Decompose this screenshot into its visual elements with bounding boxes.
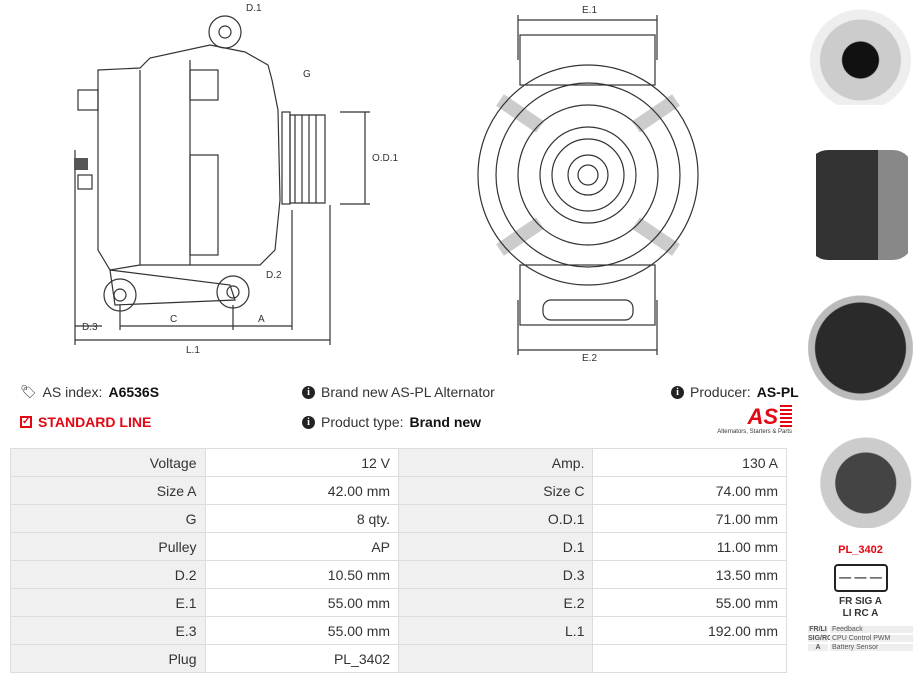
pin-description: Battery Sensor (830, 644, 913, 651)
spec-value: 13.50 mm (592, 560, 787, 589)
spec-label: L.1 (398, 616, 594, 645)
plug-legend-row: SIG/RC CPU Control PWM (808, 634, 913, 643)
spec-label: E.1 (10, 588, 206, 617)
front-view-drawing: E.1 E.2 (477, 5, 699, 364)
label-e2: E.2 (582, 353, 597, 364)
product-photo-front[interactable] (808, 5, 913, 105)
spec-label: D.3 (398, 560, 594, 589)
spec-value: 12 V (204, 448, 400, 477)
spec-label: G (10, 504, 206, 533)
description-text: Brand new AS-PL Alternator (321, 384, 495, 400)
spec-label: O.D.1 (398, 504, 594, 533)
standard-line-label: STANDARD LINE (38, 414, 152, 430)
spec-row: Size A 42.00 mm Size C 74.00 mm (10, 476, 787, 505)
producer-value: AS-PL (756, 384, 799, 400)
label-a: A (258, 314, 265, 325)
product-type-label: Product type: (321, 414, 404, 430)
spec-value (592, 644, 787, 673)
tags-icon: 🏷 (20, 384, 37, 399)
label-d2: D.2 (266, 270, 282, 281)
pin-code: FR/LI (808, 626, 828, 633)
spec-label: Pulley (10, 532, 206, 561)
producer: i Producer: AS-PL (671, 384, 799, 400)
product-photo-side[interactable] (808, 150, 913, 260)
spec-value: 192.00 mm (592, 616, 787, 645)
spec-value: 130 A (592, 448, 787, 477)
spec-value: 55.00 mm (204, 588, 400, 617)
spec-value: 42.00 mm (204, 476, 400, 505)
label-od1: O.D.1 (372, 153, 399, 164)
product-photo-angle[interactable] (808, 428, 913, 528)
as-index: 🏷 AS index: A6536S (20, 384, 159, 400)
label-c: C (170, 314, 177, 325)
spec-value: AP (204, 532, 400, 561)
spec-value: 55.00 mm (592, 588, 787, 617)
plug-legend: FR/LI Feedback SIG/RC CPU Control PWM A Batte… (808, 625, 913, 652)
info-icon: i (302, 385, 315, 399)
label-l1: L.1 (186, 345, 200, 356)
info-icon: i (302, 415, 315, 429)
pin-code: SIG/RC (808, 635, 833, 642)
plug-pins-bottom: LI RC A (842, 608, 879, 619)
label-d1: D.1 (246, 3, 262, 14)
as-index-value: A6536S (108, 384, 160, 400)
as-pl-logo: AS Alternators, Starters & Parts (716, 404, 792, 435)
side-view-drawing: D.1 G O.D.1 D.2 D.3 C A L.1 (74, 3, 399, 356)
spec-label: E.3 (10, 616, 206, 645)
spec-row: Plug PL_3402 (10, 644, 787, 673)
label-g: G (303, 69, 311, 80)
specs-table: Voltage 12 V Amp. 130 A Size A 42.00 mm Size C… (10, 448, 787, 673)
spec-value: 11.00 mm (592, 532, 787, 561)
product-type-value: Brand new (409, 414, 482, 430)
plug-legend-row: FR/LI Feedback (808, 625, 913, 634)
plug-title: PL_3402 (838, 544, 883, 556)
spec-label: E.2 (398, 588, 594, 617)
spec-row: Pulley AP D.1 11.00 mm (10, 532, 787, 561)
spec-label: Size A (10, 476, 206, 505)
spec-row: E.3 55.00 mm L.1 192.00 mm (10, 616, 787, 645)
spec-value: PL_3402 (204, 644, 400, 673)
product-photo-back[interactable] (808, 278, 913, 418)
checkbox-icon: ✓ (20, 416, 32, 428)
producer-label: Producer: (690, 384, 751, 400)
plug-pins-top: FR SIG A (838, 596, 882, 607)
info-icon: i (671, 385, 684, 399)
plug-diagram: PL_3402 — — — FR SIG A LI RC A FR/LI Feed… (808, 544, 913, 652)
standard-line-badge: ✓ STANDARD LINE (20, 414, 151, 430)
label-e1: E.1 (582, 5, 597, 16)
spec-value: 8 qty. (204, 504, 400, 533)
pin-description: CPU Control PWM (830, 635, 913, 642)
spec-row: D.2 10.50 mm D.3 13.50 mm (10, 560, 787, 589)
spec-label: Voltage (10, 448, 206, 477)
spec-value: 10.50 mm (204, 560, 400, 589)
label-d3: D.3 (82, 322, 98, 333)
product-type: i Product type: Brand new (302, 414, 481, 430)
plug-connector-icon: — — — (833, 564, 888, 592)
spec-row: Voltage 12 V Amp. 130 A (10, 448, 787, 477)
spec-label: D.1 (398, 532, 594, 561)
plug-legend-row: A Battery Sensor (808, 643, 913, 652)
spec-value: 71.00 mm (592, 504, 787, 533)
spec-row: E.1 55.00 mm E.2 55.00 mm (10, 588, 787, 617)
spec-label (398, 644, 594, 673)
as-index-label: AS index: (42, 384, 103, 400)
spec-label: Size C (398, 476, 594, 505)
description: i Brand new AS-PL Alternator (302, 384, 495, 400)
spec-value: 55.00 mm (204, 616, 400, 645)
pin-code: A (808, 644, 828, 651)
spec-label: D.2 (10, 560, 206, 589)
pin-description: Feedback (830, 626, 913, 633)
spec-label: Amp. (398, 448, 594, 477)
spec-value: 74.00 mm (592, 476, 787, 505)
spec-label: Plug (10, 644, 206, 673)
